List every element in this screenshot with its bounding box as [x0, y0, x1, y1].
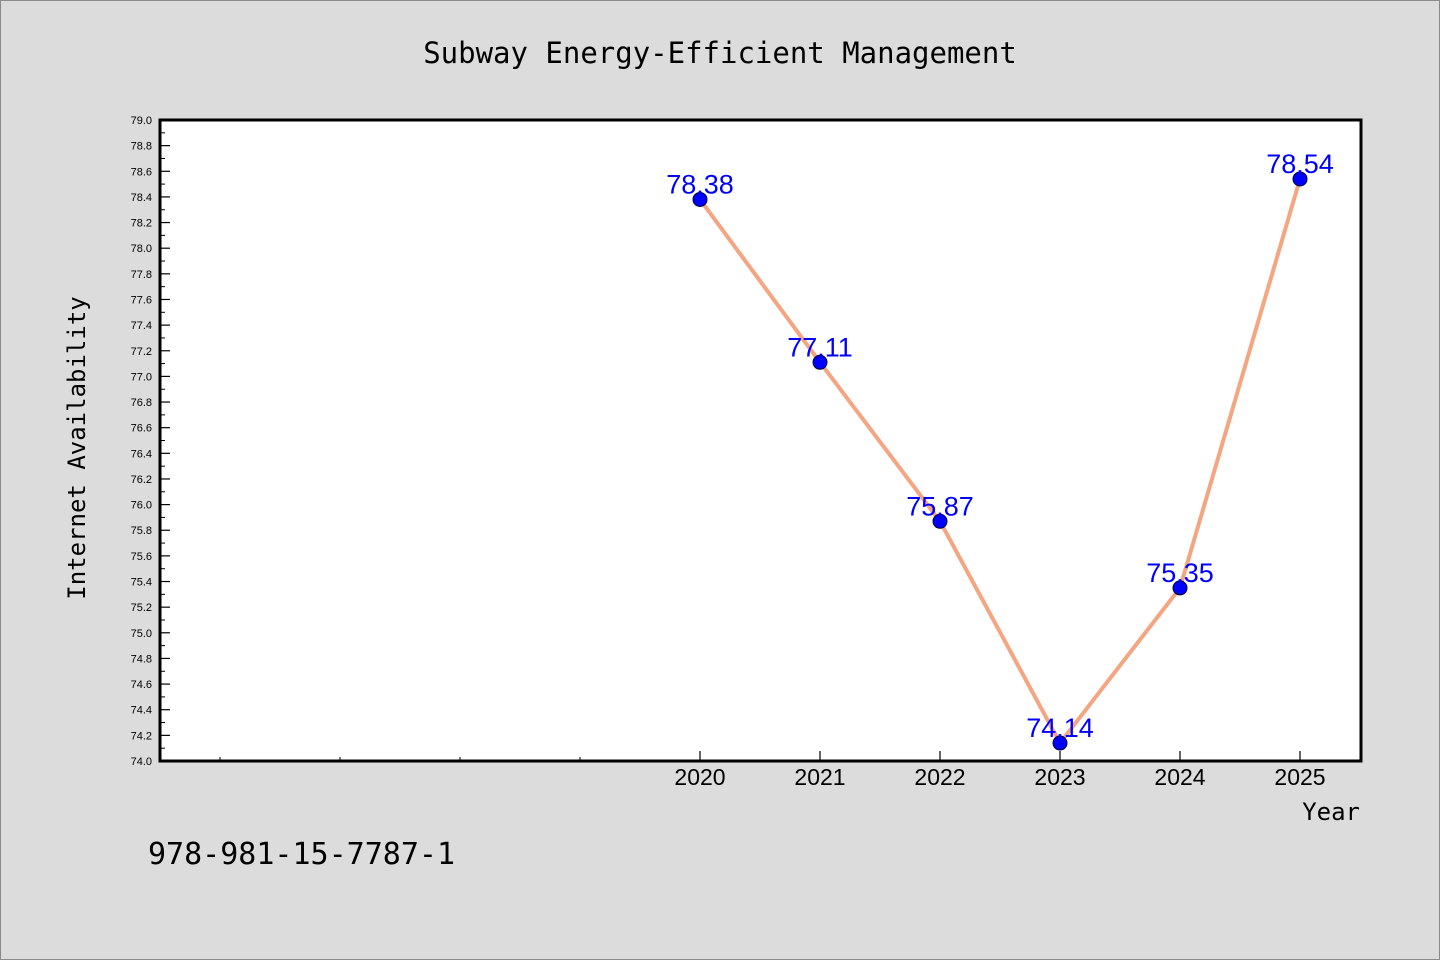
y-tick-label: 78.6 [131, 166, 152, 178]
y-tick-label: 78.0 [131, 243, 152, 255]
data-point [692, 191, 708, 207]
y-tick-label: 78.8 [131, 141, 152, 153]
x-tick-label: 2021 [794, 764, 845, 790]
plot-area [158, 118, 1363, 763]
y-tick-label: 76.8 [131, 397, 152, 409]
y-tick-label: 75.8 [131, 525, 152, 537]
data-label: 77.11 [787, 332, 853, 362]
y-tick-label: 77.2 [131, 346, 152, 358]
y-tick-label: 74.4 [131, 705, 152, 717]
y-tick-label: 76.2 [131, 474, 152, 486]
x-axis-label: Year [1302, 798, 1360, 826]
y-tick-label: 74.8 [131, 653, 152, 665]
x-axis: 2020 2021 2022 2023 2024 2025 [219, 751, 1326, 790]
y-tick-label: 77.6 [131, 294, 152, 306]
y-tick-label: 76.4 [131, 448, 152, 460]
x-tick-label: 2022 [914, 764, 965, 790]
y-tick-label: 77.0 [131, 371, 152, 383]
x-tick-label: 2025 [1274, 764, 1325, 790]
data-point [812, 354, 828, 370]
data-label: 74.14 [1026, 713, 1094, 743]
data-point [1292, 171, 1308, 187]
data-point [1172, 580, 1188, 596]
data-label: 75.87 [906, 491, 974, 521]
isbn-text: 978-981-15-7787-1 [148, 837, 455, 872]
y-tick-label: 75.2 [131, 602, 152, 614]
data-label: 78.38 [666, 169, 734, 199]
x-tick-label: 2023 [1034, 764, 1085, 790]
y-tick-label: 75.6 [131, 551, 152, 563]
y-tick-label: 75.0 [131, 628, 152, 640]
chart-title: Subway Energy-Efficient Management [423, 36, 1017, 70]
y-tick-label: 74.6 [131, 679, 152, 691]
data-label: 78.54 [1266, 149, 1334, 179]
x-tick-label: 2024 [1154, 764, 1205, 790]
data-point [932, 513, 948, 529]
y-axis: 74.0 74.2 74.4 74.6 74.8 75.0 75.2 75.4 75.6 75.8… [131, 115, 170, 768]
data-point [1052, 735, 1068, 751]
y-tick-label: 74.0 [131, 756, 152, 768]
y-tick-label: 76.0 [131, 500, 152, 512]
y-tick-label: 79.0 [131, 115, 152, 127]
y-tick-label: 74.2 [131, 730, 152, 742]
y-axis-label: Internet Availability [63, 296, 91, 599]
y-tick-label: 77.4 [131, 320, 152, 332]
y-tick-label: 77.8 [131, 269, 152, 281]
data-label: 75.35 [1146, 558, 1214, 588]
x-tick-label: 2020 [674, 764, 725, 790]
y-tick-label: 75.4 [131, 577, 152, 589]
series-line [698, 178, 1302, 746]
y-tick-label: 78.2 [131, 218, 152, 230]
series-layer: 78.38 77.11 75.87 74.14 75.35 78.54 [666, 149, 1334, 751]
y-tick-label: 78.4 [131, 192, 152, 204]
y-tick-label: 76.6 [131, 423, 152, 435]
